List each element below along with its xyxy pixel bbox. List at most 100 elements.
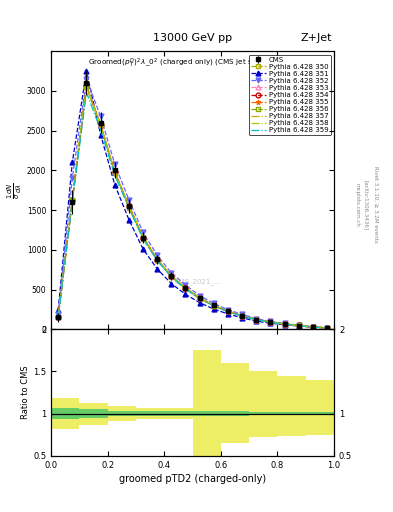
Pythia 6.428 359 — [155, 258, 160, 264]
Pythia 6.428 350 — [254, 317, 259, 323]
Pythia 6.428 354 — [211, 303, 216, 309]
Pythia 6.428 351 — [226, 311, 230, 317]
Pythia 6.428 351 — [155, 266, 160, 272]
Pythia 6.428 352 — [112, 161, 117, 167]
Pythia 6.428 350 — [141, 236, 145, 242]
Pythia 6.428 359 — [84, 90, 89, 96]
Pythia 6.428 354 — [226, 308, 230, 314]
Pythia 6.428 353 — [183, 285, 188, 291]
Pythia 6.428 358 — [155, 257, 160, 263]
Pythia 6.428 354 — [141, 234, 145, 241]
Text: 13000 GeV pp: 13000 GeV pp — [153, 33, 232, 44]
Pythia 6.428 352 — [226, 307, 230, 313]
Pythia 6.428 358 — [84, 84, 89, 90]
Pythia 6.428 357 — [240, 313, 244, 319]
Pythia 6.428 350 — [169, 274, 174, 280]
Pythia 6.428 352 — [155, 252, 160, 259]
Pythia 6.428 350 — [112, 169, 117, 176]
Line: Pythia 6.428 351: Pythia 6.428 351 — [56, 69, 329, 330]
Pythia 6.428 350 — [98, 123, 103, 129]
Pythia 6.428 351 — [112, 182, 117, 188]
Pythia 6.428 356 — [127, 203, 131, 209]
Pythia 6.428 350 — [197, 295, 202, 302]
Pythia 6.428 355 — [155, 256, 160, 262]
Pythia 6.428 356 — [226, 308, 230, 314]
Pythia 6.428 358 — [325, 325, 329, 331]
Pythia 6.428 352 — [169, 270, 174, 276]
Pythia 6.428 357 — [112, 169, 117, 176]
Pythia 6.428 357 — [325, 325, 329, 331]
Pythia 6.428 353 — [226, 308, 230, 314]
Pythia 6.428 356 — [112, 169, 117, 176]
Pythia 6.428 355 — [197, 295, 202, 301]
Pythia 6.428 357 — [310, 324, 315, 330]
Text: mcplots.cern.ch: mcplots.cern.ch — [354, 183, 359, 227]
Pythia 6.428 355 — [254, 316, 259, 323]
Pythia 6.428 359 — [169, 274, 174, 280]
Text: Groomed$(p_T^D)^2\,\lambda\_0^2$ (charged only) (CMS jet substructure): Groomed$(p_T^D)^2\,\lambda\_0^2$ (charge… — [88, 57, 297, 70]
Pythia 6.428 359 — [296, 323, 301, 329]
Pythia 6.428 354 — [183, 285, 188, 291]
Pythia 6.428 359 — [226, 309, 230, 315]
Pythia 6.428 354 — [84, 83, 89, 89]
Line: Pythia 6.428 356: Pythia 6.428 356 — [56, 84, 329, 330]
Pythia 6.428 357 — [183, 285, 188, 291]
Pythia 6.428 354 — [127, 203, 131, 209]
Pythia 6.428 355 — [70, 196, 75, 202]
Pythia 6.428 359 — [240, 313, 244, 319]
Pythia 6.428 354 — [197, 295, 202, 302]
Pythia 6.428 354 — [98, 122, 103, 128]
Pythia 6.428 357 — [268, 319, 273, 325]
Pythia 6.428 355 — [226, 308, 230, 314]
Pythia 6.428 356 — [197, 295, 202, 301]
Pythia 6.428 358 — [56, 314, 61, 321]
Pythia 6.428 358 — [183, 285, 188, 291]
Pythia 6.428 350 — [70, 198, 75, 204]
Line: Pythia 6.428 353: Pythia 6.428 353 — [56, 84, 329, 330]
Pythia 6.428 355 — [282, 321, 287, 327]
Pythia 6.428 359 — [310, 324, 315, 330]
Pythia 6.428 357 — [56, 314, 61, 321]
Pythia 6.428 358 — [169, 273, 174, 280]
Pythia 6.428 356 — [155, 257, 160, 263]
Pythia 6.428 351 — [183, 291, 188, 297]
Pythia 6.428 356 — [211, 303, 216, 309]
Pythia 6.428 351 — [325, 325, 329, 331]
Pythia 6.428 359 — [183, 286, 188, 292]
Pythia 6.428 353 — [155, 257, 160, 263]
Pythia 6.428 350 — [183, 286, 188, 292]
Pythia 6.428 351 — [98, 132, 103, 138]
Pythia 6.428 356 — [240, 313, 244, 319]
Pythia 6.428 350 — [84, 84, 89, 90]
Pythia 6.428 353 — [141, 234, 145, 240]
Pythia 6.428 359 — [70, 198, 75, 204]
Pythia 6.428 355 — [56, 314, 61, 320]
Pythia 6.428 350 — [56, 314, 61, 320]
Pythia 6.428 356 — [141, 234, 145, 240]
Pythia 6.428 352 — [254, 315, 259, 322]
Pythia 6.428 357 — [226, 308, 230, 314]
Pythia 6.428 355 — [183, 285, 188, 291]
Pythia 6.428 359 — [56, 314, 61, 321]
Pythia 6.428 352 — [268, 318, 273, 325]
Pythia 6.428 354 — [70, 197, 75, 203]
Pythia 6.428 352 — [197, 292, 202, 298]
Pythia 6.428 353 — [310, 324, 315, 330]
Pythia 6.428 351 — [70, 159, 75, 165]
Pythia 6.428 356 — [325, 325, 329, 331]
Pythia 6.428 352 — [183, 282, 188, 288]
Line: Pythia 6.428 352: Pythia 6.428 352 — [56, 77, 329, 330]
Pythia 6.428 356 — [84, 83, 89, 90]
Pythia 6.428 353 — [296, 323, 301, 329]
Pythia 6.428 353 — [70, 198, 75, 204]
Pythia 6.428 353 — [282, 321, 287, 327]
Pythia 6.428 351 — [254, 318, 259, 324]
Pythia 6.428 353 — [169, 273, 174, 279]
Pythia 6.428 354 — [296, 323, 301, 329]
Line: Pythia 6.428 357: Pythia 6.428 357 — [58, 87, 327, 328]
Pythia 6.428 353 — [268, 319, 273, 325]
Pythia 6.428 355 — [325, 325, 329, 331]
Text: Rivet 3.1.10, ≥ 3.2M events: Rivet 3.1.10, ≥ 3.2M events — [373, 166, 378, 243]
Pythia 6.428 351 — [282, 322, 287, 328]
Pythia 6.428 356 — [254, 316, 259, 323]
